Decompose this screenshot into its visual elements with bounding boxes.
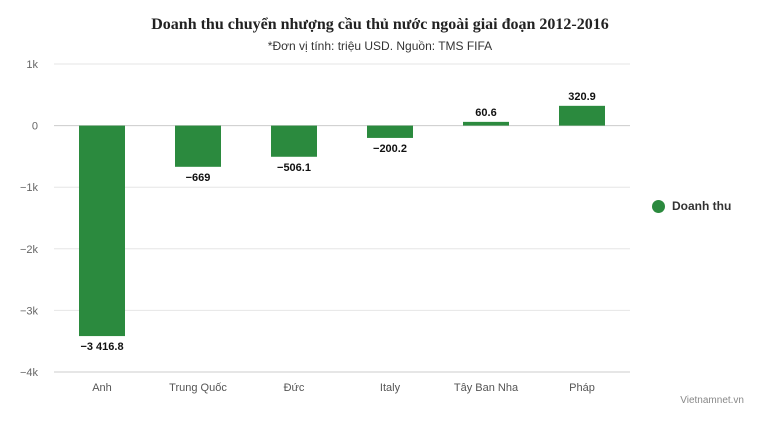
y-tick-label: 0 xyxy=(32,121,38,133)
bar xyxy=(79,125,125,337)
source-credit: Vietnamnet.vn xyxy=(680,395,744,406)
bar xyxy=(367,125,413,138)
data-label: 60.6 xyxy=(475,107,496,119)
chart-subtitle: *Đơn vị tính: triệu USD. Nguồn: TMS FIFA xyxy=(267,39,493,53)
data-label: −3 416.8 xyxy=(80,341,123,353)
data-label: −200.2 xyxy=(373,143,407,155)
y-tick-label: −3k xyxy=(20,305,39,317)
x-tick-label: Pháp xyxy=(569,382,595,394)
x-tick-label: Anh xyxy=(92,382,112,394)
x-tick-label: Đức xyxy=(284,382,305,394)
chart-title: Doanh thu chuyển nhượng cầu thủ nước ngo… xyxy=(151,16,609,33)
legend-swatch xyxy=(652,199,665,213)
data-label: −506.1 xyxy=(277,162,311,174)
bar xyxy=(559,105,605,126)
y-tick-label: −4k xyxy=(20,367,39,379)
bar xyxy=(463,121,509,126)
y-tick-label: −2k xyxy=(20,244,39,256)
bar xyxy=(271,125,317,157)
bar xyxy=(175,125,221,167)
x-tick-label: Trung Quốc xyxy=(169,382,227,394)
y-tick-label: −1k xyxy=(20,182,39,194)
x-tick-label: Tây Ban Nha xyxy=(454,382,519,394)
data-label: 320.9 xyxy=(568,91,596,103)
legend-label: Doanh thu xyxy=(672,199,732,213)
legend[interactable]: Doanh thu xyxy=(652,199,731,213)
data-label: −669 xyxy=(186,172,211,184)
x-tick-label: Italy xyxy=(380,382,401,394)
y-tick-label: 1k xyxy=(26,59,38,71)
